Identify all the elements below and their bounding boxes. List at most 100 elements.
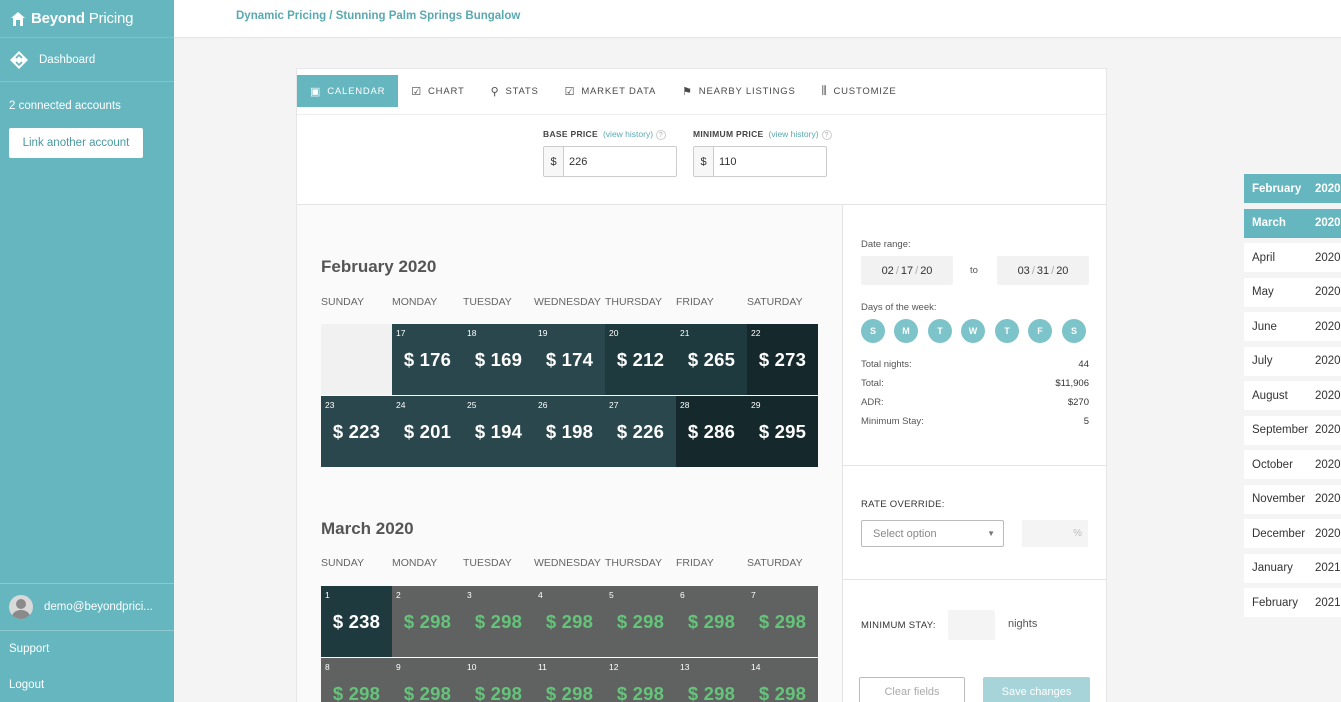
- divider: [843, 579, 1106, 580]
- minimum-stay-input[interactable]: [948, 610, 995, 640]
- month-list-item[interactable]: May 2020: [1244, 277, 1341, 307]
- minimum-stay-label: MINIMUM STAY:: [861, 620, 936, 631]
- day-toggle-wednesday[interactable]: W: [961, 319, 985, 343]
- day-toggle-saturday[interactable]: S: [1062, 319, 1086, 343]
- month-year: 2020: [1315, 251, 1341, 264]
- start-date-field[interactable]: 02/17/20: [861, 256, 953, 285]
- calendar-day[interactable]: 3 $ 298: [463, 586, 534, 657]
- month-list-item[interactable]: October 2020: [1244, 450, 1341, 479]
- help-icon[interactable]: ?: [656, 130, 667, 140]
- dashboard-icon: [10, 50, 28, 69]
- calendar-day[interactable]: 8 $ 298: [321, 658, 392, 702]
- min-price-value[interactable]: 110: [719, 155, 737, 168]
- base-price-value[interactable]: 226: [569, 155, 588, 168]
- day-toggle-monday[interactable]: M: [894, 319, 918, 343]
- month-list-item[interactable]: August 2020: [1244, 381, 1341, 410]
- day-part: 17: [900, 264, 914, 277]
- calendar-day[interactable]: 27 $ 226: [605, 396, 676, 467]
- stat-value: 44: [1078, 359, 1089, 370]
- month-list-item[interactable]: February 2021: [1244, 588, 1341, 617]
- tab-stats[interactable]: ⚲ STATS: [478, 75, 552, 107]
- sidebar-item-dashboard[interactable]: Dashboard: [0, 38, 174, 82]
- tab-calendar[interactable]: ▣ CALENDAR: [297, 75, 399, 107]
- logout-link[interactable]: Logout: [9, 679, 45, 691]
- calendar-day[interactable]: 25 $ 194: [463, 396, 534, 467]
- save-changes-button[interactable]: Save changes: [983, 677, 1090, 702]
- calendar-day[interactable]: 7 $ 298: [747, 586, 818, 657]
- tab-chart[interactable]: ☑ CHART: [398, 75, 477, 107]
- calendar-day[interactable]: 17 $ 176: [392, 324, 463, 395]
- calendar-week: 23 $ 223 24 $ 201 25 $ 194 26 $ 198 27 $ 226 …: [321, 396, 818, 467]
- calendar-day[interactable]: 23 $ 223: [321, 396, 392, 467]
- calendar-day[interactable]: 10 $ 298: [463, 658, 534, 702]
- calendar-day[interactable]: 4 $ 298: [534, 586, 605, 657]
- day-price: $ 198: [545, 421, 594, 442]
- calendar-day[interactable]: 11 $ 298: [534, 658, 605, 702]
- calendar-day[interactable]: 5 $ 298: [605, 586, 676, 657]
- calendar-day[interactable]: 19 $ 174: [534, 324, 605, 395]
- stat-value: $11,906: [1055, 378, 1089, 389]
- day-price: $ 201: [403, 421, 452, 442]
- rate-percent-input[interactable]: %: [1022, 520, 1088, 547]
- calendar-day[interactable]: 12 $ 298: [605, 658, 676, 702]
- rate-override-select[interactable]: Select option ▼: [861, 520, 1004, 547]
- month-list-item[interactable]: February 2020: [1244, 174, 1341, 203]
- min-price-input[interactable]: $ 110: [693, 146, 827, 177]
- calendar-day[interactable]: 24 $ 201: [392, 396, 463, 467]
- stat-label: Total nights:: [861, 359, 912, 370]
- day-price: $ 298: [687, 611, 736, 632]
- calendar-day[interactable]: 28 $ 286: [676, 396, 747, 467]
- month-list-item[interactable]: November 2020: [1244, 484, 1341, 514]
- calendar-day[interactable]: 14 $ 298: [747, 658, 818, 702]
- month-list-item[interactable]: January 2021: [1244, 553, 1341, 583]
- month-list-item[interactable]: September 2020: [1244, 415, 1341, 445]
- calendar-day[interactable]: 18 $ 169: [463, 324, 534, 395]
- tab-market-data[interactable]: ☑ MARKET DATA: [552, 75, 669, 107]
- user-menu[interactable]: demo@beyondprici...: [0, 583, 174, 631]
- end-date-field[interactable]: 03/31/20: [997, 256, 1089, 285]
- avatar: [9, 595, 33, 619]
- day-number: 8: [325, 662, 330, 672]
- day-number: 2: [396, 590, 401, 600]
- calendar-day[interactable]: 9 $ 298: [392, 658, 463, 702]
- day-toggle-thursday[interactable]: T: [995, 319, 1019, 343]
- month-list-item[interactable]: December 2020: [1244, 519, 1341, 548]
- tab-label: CHART: [428, 85, 465, 97]
- help-icon[interactable]: ?: [821, 130, 832, 140]
- month-part: 03: [1017, 264, 1030, 277]
- day-number: 20: [609, 328, 619, 338]
- day-number: 11: [538, 662, 547, 672]
- min-view-history-link[interactable]: (view history): [768, 129, 819, 139]
- day-toggle-tuesday[interactable]: T: [928, 319, 952, 343]
- month-list-item[interactable]: June 2020: [1244, 312, 1341, 341]
- support-link[interactable]: Support: [9, 643, 50, 655]
- calendar-day[interactable]: 29 $ 295: [747, 396, 818, 467]
- calendar-day[interactable]: 1 $ 238: [321, 586, 392, 657]
- calendar-day[interactable]: 20 $ 212: [605, 324, 676, 395]
- month-list-item[interactable]: April 2020: [1244, 243, 1341, 272]
- link-account-button[interactable]: Link another account: [9, 128, 143, 158]
- month-year: 2021: [1315, 596, 1341, 609]
- day-price: $ 238: [332, 611, 381, 632]
- calendar-day[interactable]: 2 $ 298: [392, 586, 463, 657]
- calendar-day[interactable]: 26 $ 198: [534, 396, 605, 467]
- day-toggle-friday[interactable]: F: [1028, 319, 1052, 343]
- month-year: 2020: [1315, 458, 1341, 471]
- base-price-input[interactable]: $ 226: [543, 146, 677, 177]
- tab-customize[interactable]: ⫼ CUSTOMIZE: [809, 75, 910, 107]
- month-list: February 2020 March 2020 April 2020 May 2020…: [1244, 174, 1341, 623]
- month-list-item[interactable]: March 2020: [1244, 208, 1341, 238]
- brand-logo[interactable]: Beyond Pricing: [0, 0, 174, 38]
- calendar-day[interactable]: 21 $ 265: [676, 324, 747, 395]
- weekday-label: MONDAY: [392, 296, 438, 308]
- calendar-day[interactable]: 6 $ 298: [676, 586, 747, 657]
- base-view-history-link[interactable]: (view history): [602, 129, 654, 139]
- day-toggle-sunday[interactable]: S: [861, 319, 885, 343]
- month-list-item[interactable]: July 2020: [1244, 346, 1341, 376]
- calendar-day[interactable]: 13 $ 298: [676, 658, 747, 702]
- clear-fields-button[interactable]: Clear fields: [859, 677, 965, 702]
- calendar-day[interactable]: 22 $ 273: [747, 324, 818, 395]
- day-price: $ 298: [758, 611, 807, 632]
- tab-nearby-listings[interactable]: ⚑ NEARBY LISTINGS: [669, 75, 809, 107]
- breadcrumb[interactable]: Dynamic Pricing / Stunning Palm Springs …: [236, 10, 521, 22]
